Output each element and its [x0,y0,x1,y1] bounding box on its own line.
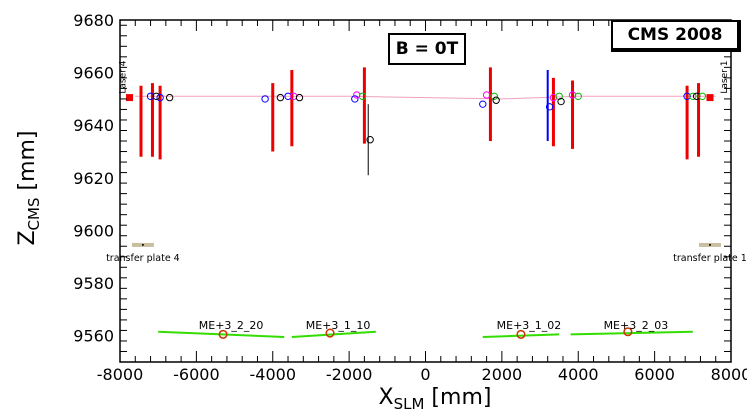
measurement-marker [689,92,697,100]
measurement-marker [574,92,582,100]
y-tick-label: 9620 [73,169,114,188]
measurement-marker [261,95,269,103]
measurement-marker [683,92,691,100]
measurement-marker [276,93,285,102]
data-marks: Laser 4 Laser 1 transfer plate 4 transfer p… [106,60,747,339]
x-tick-label: 2000 [482,365,523,384]
field-label: B = 0T [388,33,466,65]
chamber-label: ME+3_1_10 [306,319,371,332]
chamber-segment [482,333,560,339]
measurement-marker [284,92,292,100]
measurement-marker [366,136,374,144]
y-tick-label: 9640 [73,116,114,135]
measurement-marker [545,103,554,111]
chamber-label: ME+3_1_02 [497,319,562,332]
measurement-marker [698,92,707,100]
x-tick-label: -4000 [250,365,297,384]
chamber-marker [623,327,633,337]
x-tick-label: -2000 [326,365,373,384]
axis-ticks: -8000 -6000 -4000 -2000 0 2000 4000 6000 8000 956… [73,11,747,384]
measurement-marker [351,95,359,103]
transfer-plate-label: transfer plate 4 [106,253,180,264]
chamber-marker [218,329,228,339]
y-tick-label: 9600 [73,221,114,240]
measurement-marker [479,100,487,108]
transfer-plate-label: transfer plate 1 [673,253,747,264]
laser-source-marker [126,94,134,102]
chamber-marker [516,329,526,339]
measurement-marker [146,92,155,100]
x-tick-label: -8000 [97,365,144,384]
chamber-segment [158,330,285,339]
measurement-marker [490,92,498,100]
x-tick-label: 6000 [634,365,675,384]
measurement-marker [492,96,500,104]
laser-source-marker [706,94,714,102]
transfer-plate-dot [708,243,711,246]
laser-source-label: Laser 4 [119,60,129,93]
chamber-marker [325,328,335,338]
laser-source-label: Laser 1 [720,61,730,94]
measurement-marker [165,93,174,102]
transfer-plate-dot [141,243,144,246]
measurement-marker [295,93,304,102]
chamber-label: ME+3_2_03 [604,319,669,332]
x-tick-label: 8000 [711,365,747,384]
measurement-marker [555,92,563,100]
chamber-label: ME+3_2_20 [199,319,264,332]
x-tick-label: -6000 [173,365,220,384]
y-tick-label: 9660 [73,64,114,83]
measurement-marker [482,91,491,99]
measurement-marker [557,97,565,106]
laser-beam-layer [135,95,716,100]
measurement-marker [692,92,701,100]
measurement-marker [152,92,160,100]
x-tick-label: 4000 [558,365,599,384]
plot-frame [119,19,732,363]
x-axis-label: XSLM [mm] [379,385,492,413]
y-tick-label: 9680 [73,11,114,30]
measurement-marker [156,93,164,102]
x-tick-label: 0 [420,365,430,384]
y-axis-label: ZCMS [mm] [15,130,43,245]
measurement-marker [358,92,367,100]
laser-beam-line [135,95,716,100]
experiment-label: CMS 2008 [611,20,741,52]
y-tick-label: 9580 [73,274,114,293]
y-tick-label: 9560 [73,327,114,346]
